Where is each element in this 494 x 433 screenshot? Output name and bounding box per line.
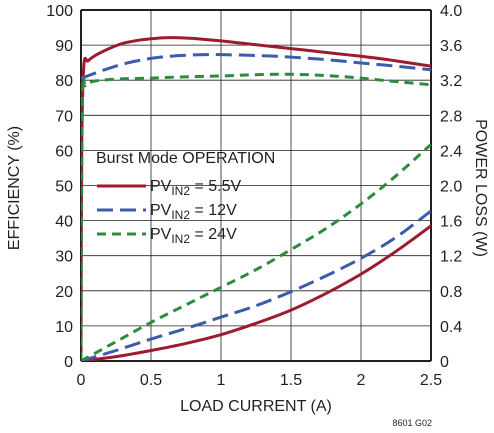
legend-entry: PVIN2 = 24V [150,226,237,246]
y2-tick-label: 2.8 [440,108,462,125]
y-tick-label: 50 [55,179,73,196]
x-tick-label: 2 [357,372,366,389]
y-tick-label: 60 [55,143,73,160]
y2-tick-label: 4.0 [440,3,462,20]
y-tick-label: 10 [55,319,73,336]
y-tick-label: 70 [55,108,73,125]
y-tick-label: 0 [64,354,73,371]
y-tick-label: 100 [46,3,73,20]
x-tick-label: 0 [77,372,86,389]
y2-tick-label: 2.0 [440,179,462,196]
y-tick-label: 90 [55,38,73,55]
power-loss-curve [81,209,431,361]
legend: Burst Mode OPERATION PVIN2 = 5.5V PVIN2 =… [96,150,275,246]
y2-tick-label: 0.4 [440,319,462,336]
left-tick-labels: 0 10 20 30 40 50 60 70 80 90 100 [46,3,73,371]
legend-entry: PVIN2 = 12V [150,202,237,222]
y-axis-label: EFFICIENCY (%) [6,126,23,250]
series-layer [81,36,431,361]
right-tick-labels: 0 0.4 0.8 1.2 1.6 2.0 2.4 2.8 3.2 3.6 4.0 [440,3,462,371]
x-tick-label: 1.5 [280,372,302,389]
x-tick-labels: 0 0.5 1 1.5 2 2.5 [77,372,443,389]
x-tick-label: 1 [217,372,226,389]
x-axis-label: LOAD CURRENT (A) [180,398,332,415]
y-tick-label: 80 [55,73,73,90]
power-loss-curve [81,143,431,361]
efficiency-curve [81,36,431,361]
y-tick-label: 40 [55,214,73,231]
y2-tick-label: 3.6 [440,38,462,55]
legend-entry: PVIN2 = 5.5V [150,178,242,198]
legend-title: Burst Mode OPERATION [96,150,275,167]
y2-tick-label: 0.8 [440,284,462,301]
y2-axis-label: POWER LOSS (W) [472,119,489,257]
efficiency-curve [81,72,431,361]
x-tick-label: 2.5 [420,372,442,389]
y-tick-label: 20 [55,284,73,301]
y2-tick-label: 0 [440,354,449,371]
y2-tick-label: 3.2 [440,73,462,90]
y2-tick-label: 1.6 [440,214,462,231]
x-tick-label: 0.5 [140,372,162,389]
power-loss-curve [81,224,431,361]
y-tick-label: 30 [55,249,73,266]
series-group [81,36,431,361]
figure-id: 8601 G02 [392,418,432,428]
y2-tick-label: 2.4 [440,143,462,160]
efficiency-curve [81,53,431,80]
y2-tick-label: 1.2 [440,249,462,266]
